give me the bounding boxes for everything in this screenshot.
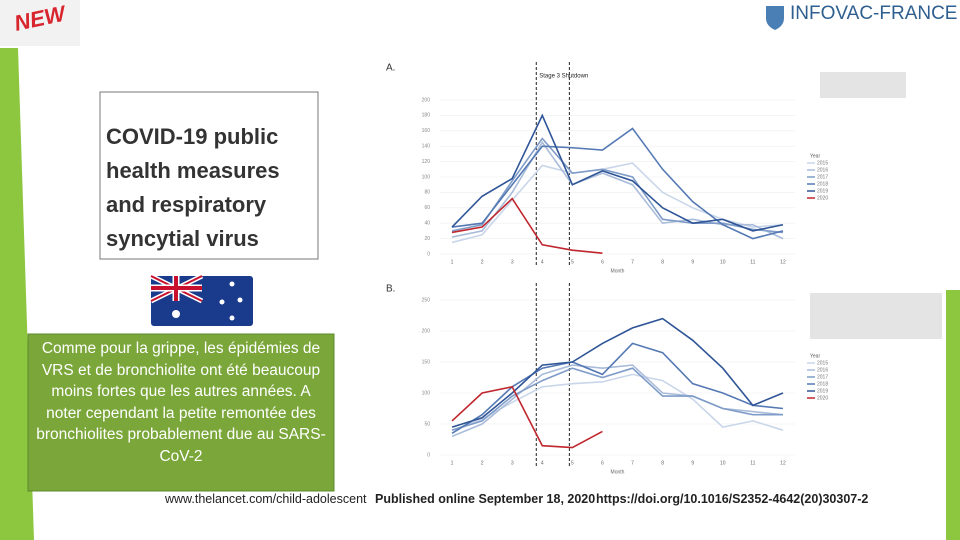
legend-title: Year <box>810 153 820 159</box>
series-line <box>451 113 784 232</box>
paper-title: COVID-19 public health measures and resp… <box>106 124 280 251</box>
legend-label: 2019 <box>817 388 828 394</box>
green-band <box>946 290 960 540</box>
legend-label: 2017 <box>817 374 828 380</box>
green-band <box>0 48 34 540</box>
x-tick-label: 12 <box>780 259 786 265</box>
redaction <box>820 72 906 98</box>
legend-label: 2020 <box>817 195 828 201</box>
series-line <box>451 367 783 431</box>
x-tick-label: 4 <box>541 460 544 466</box>
x-tick-label: 11 <box>750 460 755 466</box>
x-tick-label: 11 <box>750 259 755 265</box>
x-tick-label: 9 <box>691 460 694 466</box>
y-tick-label: 50 <box>424 421 430 427</box>
x-tick-label: 5 <box>571 460 574 466</box>
y-tick-label: 200 <box>422 328 431 334</box>
redaction <box>810 293 942 339</box>
y-tick-label: 40 <box>424 221 430 227</box>
y-tick-label: 0 <box>427 251 430 257</box>
x-tick-label: 7 <box>631 259 634 265</box>
y-tick-label: 140 <box>422 144 431 150</box>
footer-url: www.thelancet.com/child-adolescent <box>165 492 367 506</box>
x-tick-label: 12 <box>780 460 786 466</box>
panel-label: B. <box>386 284 395 295</box>
brand: INFOVAC-FRANCE <box>790 3 957 24</box>
legend-label: 2018 <box>817 181 828 187</box>
x-tick-label: 4 <box>541 259 544 265</box>
x-tick-label: 1 <box>451 460 454 466</box>
x-tick-label: 8 <box>661 259 664 265</box>
x-tick-label: 8 <box>661 460 664 466</box>
x-tick-label: 7 <box>631 460 634 466</box>
y-tick-label: 200 <box>422 97 431 103</box>
x-axis-label: Month <box>611 268 625 274</box>
legend-label: 2019 <box>817 188 828 194</box>
comment: Comme pour la grippe, les épidémies de V… <box>36 340 326 465</box>
y-tick-label: 120 <box>422 159 431 165</box>
x-tick-label: 2 <box>481 259 484 265</box>
x-tick-label: 5 <box>571 259 574 265</box>
series-line <box>451 127 784 240</box>
x-tick-label: 6 <box>601 259 604 265</box>
flag <box>149 273 253 326</box>
series-line <box>451 385 603 449</box>
x-tick-label: 2 <box>481 460 484 466</box>
legend-label: 2017 <box>817 174 828 180</box>
x-tick-label: 10 <box>720 460 726 466</box>
legend-label: 2015 <box>817 160 828 166</box>
x-tick-label: 10 <box>720 259 726 265</box>
x-tick-label: 3 <box>511 460 514 466</box>
legend-title: Year <box>810 353 820 359</box>
title-frame <box>99 91 319 260</box>
footer-doi: https://doi.org/10.1016/S2352-4642(20)30… <box>596 492 869 506</box>
x-tick-label: 3 <box>511 259 514 265</box>
series-line <box>451 197 603 255</box>
y-tick-label: 20 <box>424 236 430 242</box>
y-tick-label: 180 <box>422 113 431 119</box>
y-tick-label: 80 <box>424 190 430 196</box>
y-tick-label: 100 <box>422 390 431 396</box>
annotation: Stage 3 Shutdown <box>539 74 588 80</box>
series-line <box>451 342 784 434</box>
y-tick-label: 60 <box>424 205 430 211</box>
legend-label: 2016 <box>817 367 828 373</box>
y-tick-label: 250 <box>422 297 431 303</box>
series-line <box>451 317 784 428</box>
x-axis-label: Month <box>611 469 625 475</box>
legend-label: 2015 <box>817 360 828 366</box>
series-line <box>451 137 784 234</box>
y-tick-label: 0 <box>427 452 430 458</box>
comment-box <box>27 333 335 492</box>
logo-icon <box>766 6 784 30</box>
x-tick-label: 6 <box>601 460 604 466</box>
y-tick-label: 100 <box>422 174 431 180</box>
footer-date: Published online September 18, 2020 <box>375 492 596 506</box>
y-tick-label: 150 <box>422 359 431 365</box>
legend-label: 2020 <box>817 395 828 401</box>
y-tick-label: 160 <box>422 128 431 134</box>
badge-bg <box>0 0 80 46</box>
panel-label: A. <box>386 63 395 74</box>
x-tick-label: 9 <box>691 259 694 265</box>
series-line <box>451 373 784 431</box>
legend-label: 2016 <box>817 167 828 173</box>
x-tick-label: 1 <box>451 259 454 265</box>
legend-label: 2018 <box>817 381 828 387</box>
